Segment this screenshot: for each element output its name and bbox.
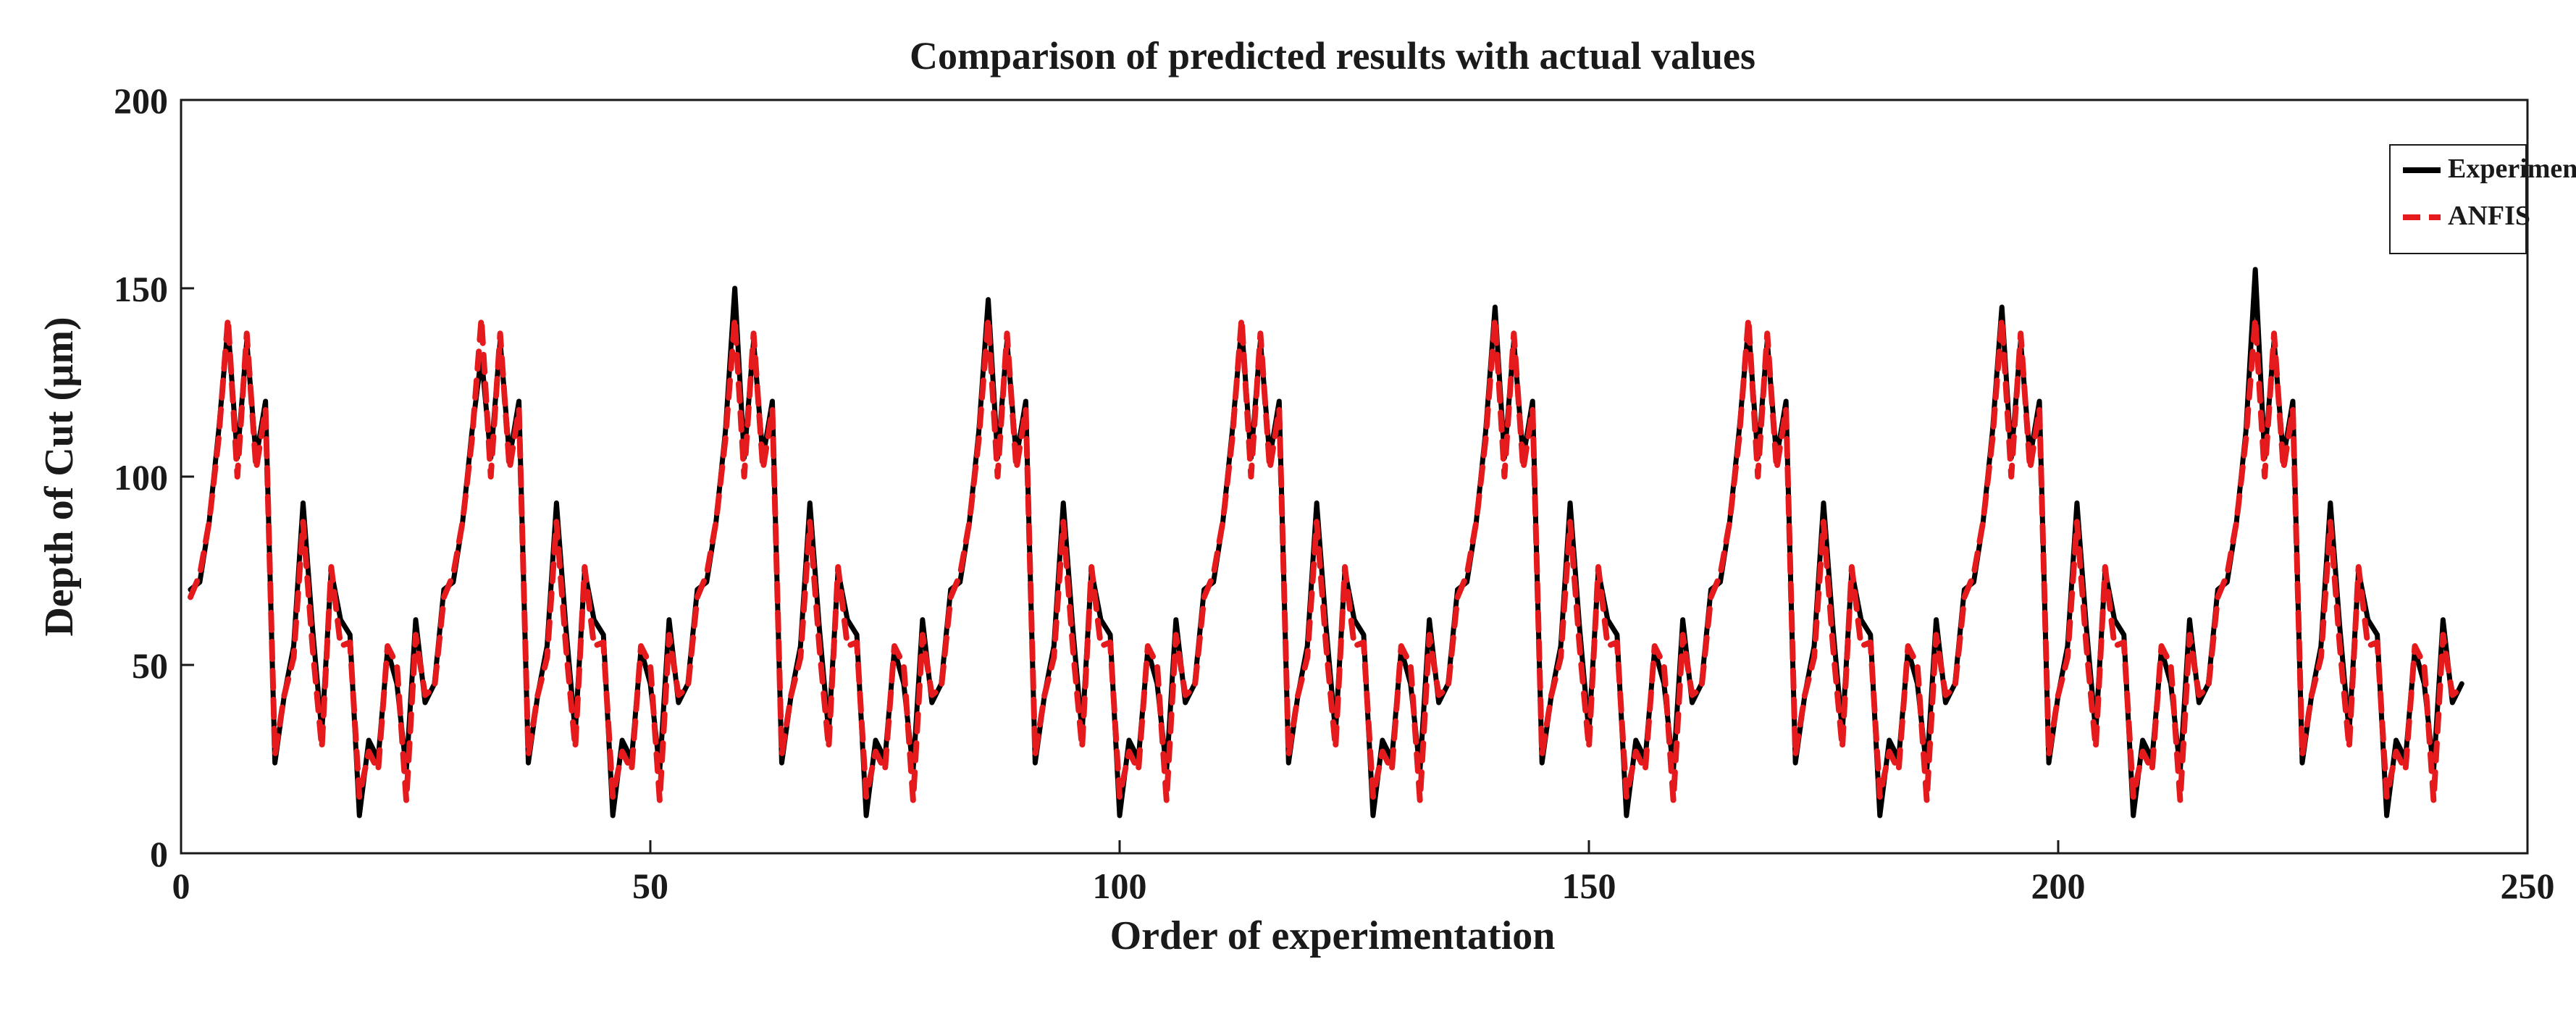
series-layer: [187, 267, 2465, 818]
legend-box: [2389, 144, 2527, 254]
x-tick-label: 200: [2031, 866, 2086, 906]
y-tick-label: 100: [114, 457, 168, 498]
plot-area: 0 50 100 150 200 250 0 50 100 150 200: [114, 80, 2555, 906]
anfis-series-line: [187, 315, 2465, 804]
x-tick-label: 150: [1562, 866, 1616, 906]
y-tick-label: 150: [114, 269, 168, 309]
x-tick-label: 250: [2501, 866, 2555, 906]
legend-experimental-label: Experimental: [2448, 154, 2576, 184]
legend: Experimental ANFIS: [2389, 144, 2576, 254]
x-axis-label: Order of experimentation: [1110, 913, 1556, 958]
legend-anfis-label: ANFIS: [2448, 201, 2530, 231]
y-tick-label: 50: [132, 645, 168, 686]
x-axis-ticks: 0 50 100 150 200 250: [172, 840, 2555, 906]
y-axis-label: Depth of Cut (µm): [37, 317, 82, 636]
y-tick-label: 0: [150, 834, 168, 874]
chart-title: Comparison of predicted results with act…: [910, 34, 1755, 78]
y-tick-label: 200: [114, 80, 168, 121]
y-axis-ticks: 0 50 100 150 200: [114, 80, 194, 874]
x-tick-label: 100: [1093, 866, 1147, 906]
x-tick-label: 50: [632, 866, 668, 906]
x-tick-label: 0: [172, 866, 190, 906]
